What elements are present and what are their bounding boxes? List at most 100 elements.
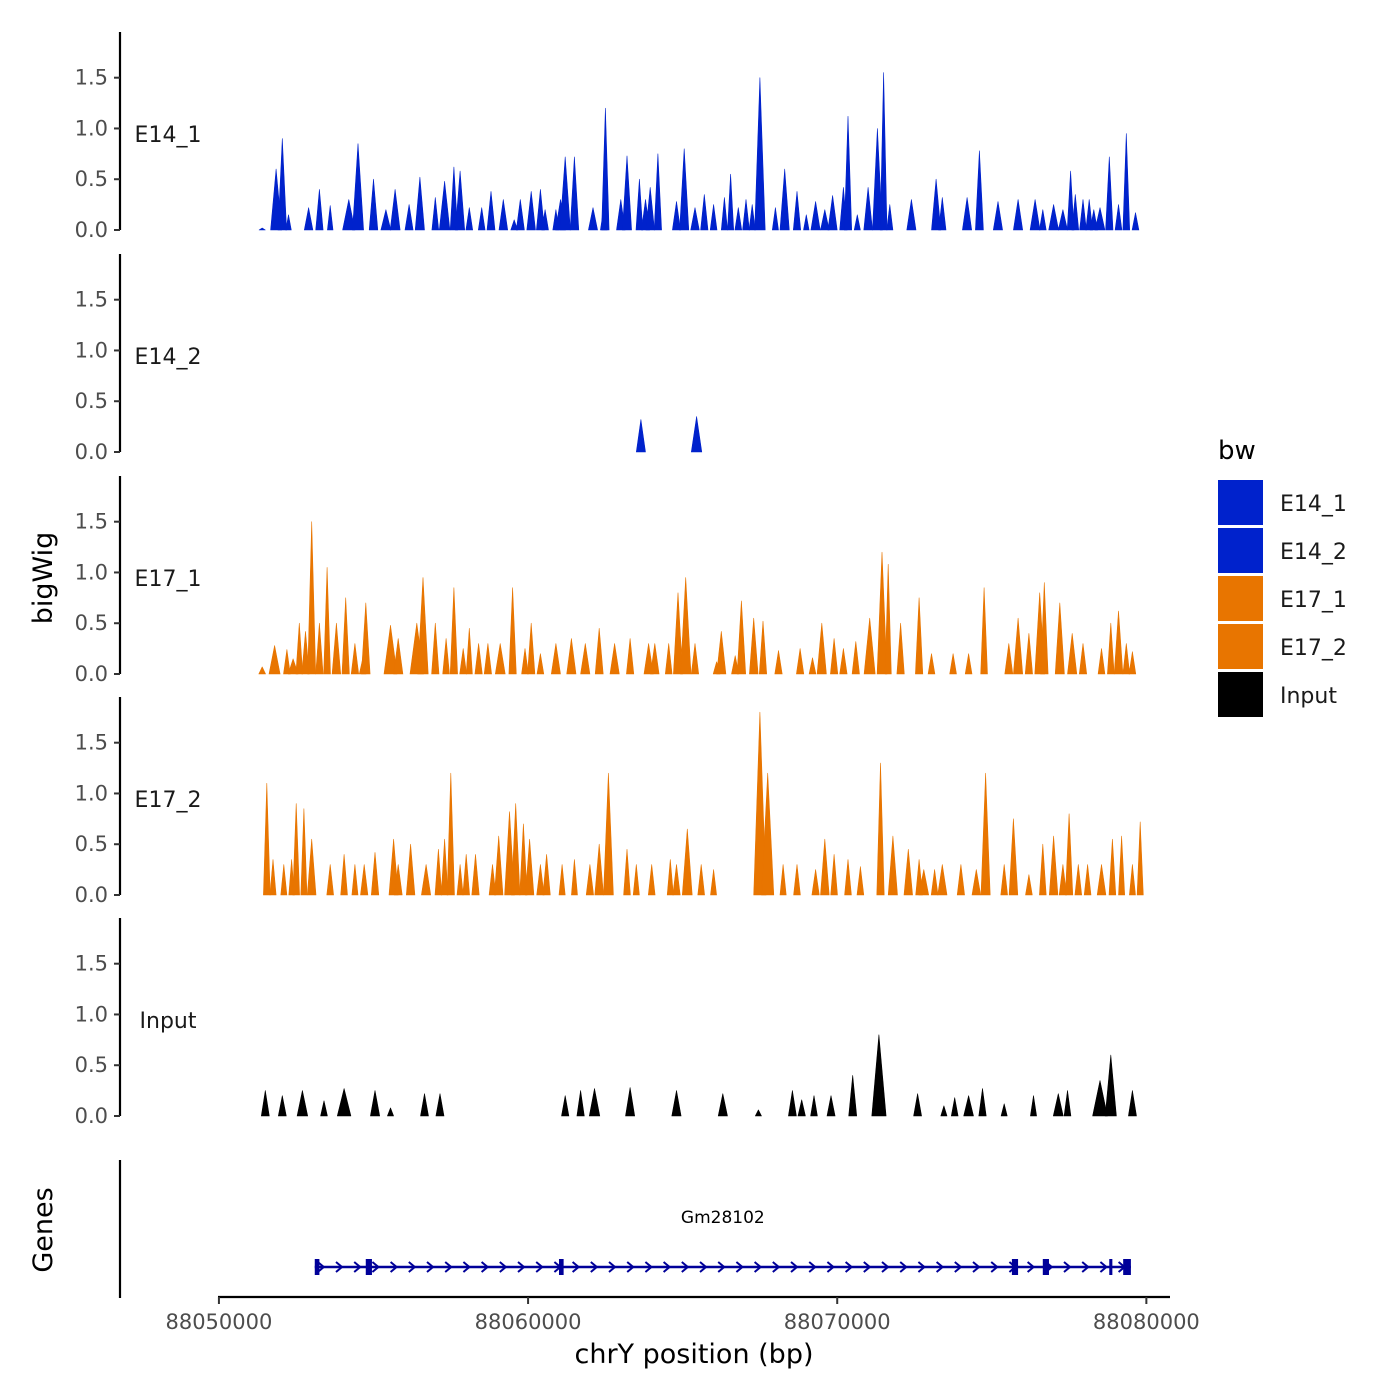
y-tick-label: 0.0: [75, 883, 108, 907]
signal-peak: [296, 1090, 308, 1117]
gene-exon: [1123, 1259, 1131, 1275]
strand-arrow: [662, 1261, 672, 1273]
signal-peak: [949, 653, 957, 675]
signal-peak: [938, 197, 947, 231]
signal-peak: [406, 843, 416, 896]
signal-peak: [963, 1095, 974, 1117]
signal-peak: [1024, 633, 1033, 675]
signal-peak: [1122, 643, 1130, 675]
signal-peak: [691, 416, 703, 453]
signal-peak: [772, 207, 779, 231]
signal-peak: [645, 187, 655, 231]
signal-peak: [1030, 1095, 1037, 1117]
signal-peak: [648, 864, 656, 896]
signal-peak: [653, 153, 662, 231]
signal-peak: [851, 641, 860, 675]
signal-peak: [1128, 1090, 1137, 1117]
signal-peak: [727, 173, 734, 231]
signal-peak: [383, 625, 398, 675]
signal-peak: [292, 803, 300, 896]
gene-exon: [314, 1259, 320, 1275]
gene-exon: [365, 1259, 372, 1275]
signal-peak: [1122, 133, 1130, 231]
signal-peak: [903, 849, 913, 896]
signal-peak: [283, 649, 291, 675]
signal-peak: [1039, 843, 1047, 896]
signal-peak: [1008, 818, 1019, 896]
signal-peak: [1097, 648, 1106, 675]
strand-arrow: [1081, 1261, 1090, 1273]
signal-peak: [278, 1095, 287, 1117]
signal-peak: [315, 189, 324, 231]
signal-peak: [980, 772, 991, 896]
strand-arrow: [753, 1261, 763, 1273]
strand-arrow: [535, 1261, 544, 1273]
signal-peak: [690, 207, 700, 231]
legend: bw E14_1 E14_2 E17_1 E17_2 Input: [1218, 436, 1347, 717]
signal-peak: [808, 657, 817, 675]
signal-peak: [585, 864, 594, 896]
signal-peak: [393, 638, 404, 675]
signal-peak: [566, 638, 577, 675]
signal-peak: [1105, 156, 1114, 231]
signal-peak: [753, 711, 767, 896]
signal-peak: [797, 1099, 806, 1117]
signal-peak: [980, 587, 988, 675]
signal-peak: [1063, 1090, 1072, 1117]
signal-peak: [370, 1090, 380, 1117]
genes-track-title: Genes: [28, 1187, 59, 1272]
y-tick-label: 1.0: [75, 116, 108, 140]
signal-peak: [622, 155, 632, 231]
signal-peak: [307, 521, 316, 675]
signal-peak: [671, 1090, 682, 1117]
y-tick-label: 1.5: [75, 731, 108, 755]
signal-peak: [315, 622, 324, 675]
signal-peak: [927, 653, 936, 675]
signal-peak: [1089, 209, 1098, 231]
signal-peak: [1085, 199, 1093, 231]
signal-peak: [380, 209, 392, 231]
signal-peak: [1058, 864, 1067, 896]
strand-arrow: [626, 1261, 635, 1273]
signal-peak: [465, 207, 473, 231]
signal-peak: [672, 201, 681, 231]
signal-peak: [360, 864, 369, 896]
legend-label: E17_1: [1280, 588, 1347, 613]
track-panel-e14_2: 0.0 0.5 1.0 1.5 E14_2: [75, 254, 703, 464]
strand-arrow: [408, 1261, 417, 1273]
signal-peak: [459, 648, 467, 675]
y-tick-label: 0.5: [75, 389, 108, 413]
signal-peak: [803, 214, 810, 231]
signal-peak: [918, 869, 929, 896]
signal-peak: [462, 854, 470, 896]
signal-peak: [940, 1105, 948, 1117]
signal-peak: [863, 187, 873, 231]
signal-peak: [913, 1093, 922, 1117]
signal-peak: [774, 650, 783, 675]
signal-peak: [887, 835, 898, 896]
signal-peak: [449, 587, 458, 675]
track-label: E14_2: [135, 345, 202, 370]
signal-peak: [1128, 651, 1137, 675]
signal-peak: [521, 648, 529, 675]
strand-arrow: [990, 1261, 999, 1273]
signal-peak: [594, 628, 604, 675]
track-label: E17_2: [135, 788, 202, 813]
gene-exon: [1109, 1259, 1113, 1275]
signal-peak: [569, 156, 580, 231]
y-tick-label: 0.5: [75, 611, 108, 635]
signal-peak: [414, 176, 425, 231]
signal-peak: [337, 1088, 352, 1117]
gene-name-label: Gm28102: [681, 1208, 765, 1228]
signal-peak: [449, 166, 458, 231]
signal-peak: [371, 852, 380, 896]
x-axis: 88050000 88060000 88070000 88080000: [165, 1295, 1200, 1334]
signal-peak: [331, 622, 341, 675]
signal-peak: [754, 77, 766, 231]
signal-peak: [326, 864, 334, 896]
y-tick-label: 0.5: [75, 1053, 108, 1077]
signal-peak: [672, 864, 681, 896]
signal-peak: [455, 170, 465, 231]
strand-arrow: [571, 1261, 581, 1273]
strand-arrow: [426, 1261, 435, 1273]
